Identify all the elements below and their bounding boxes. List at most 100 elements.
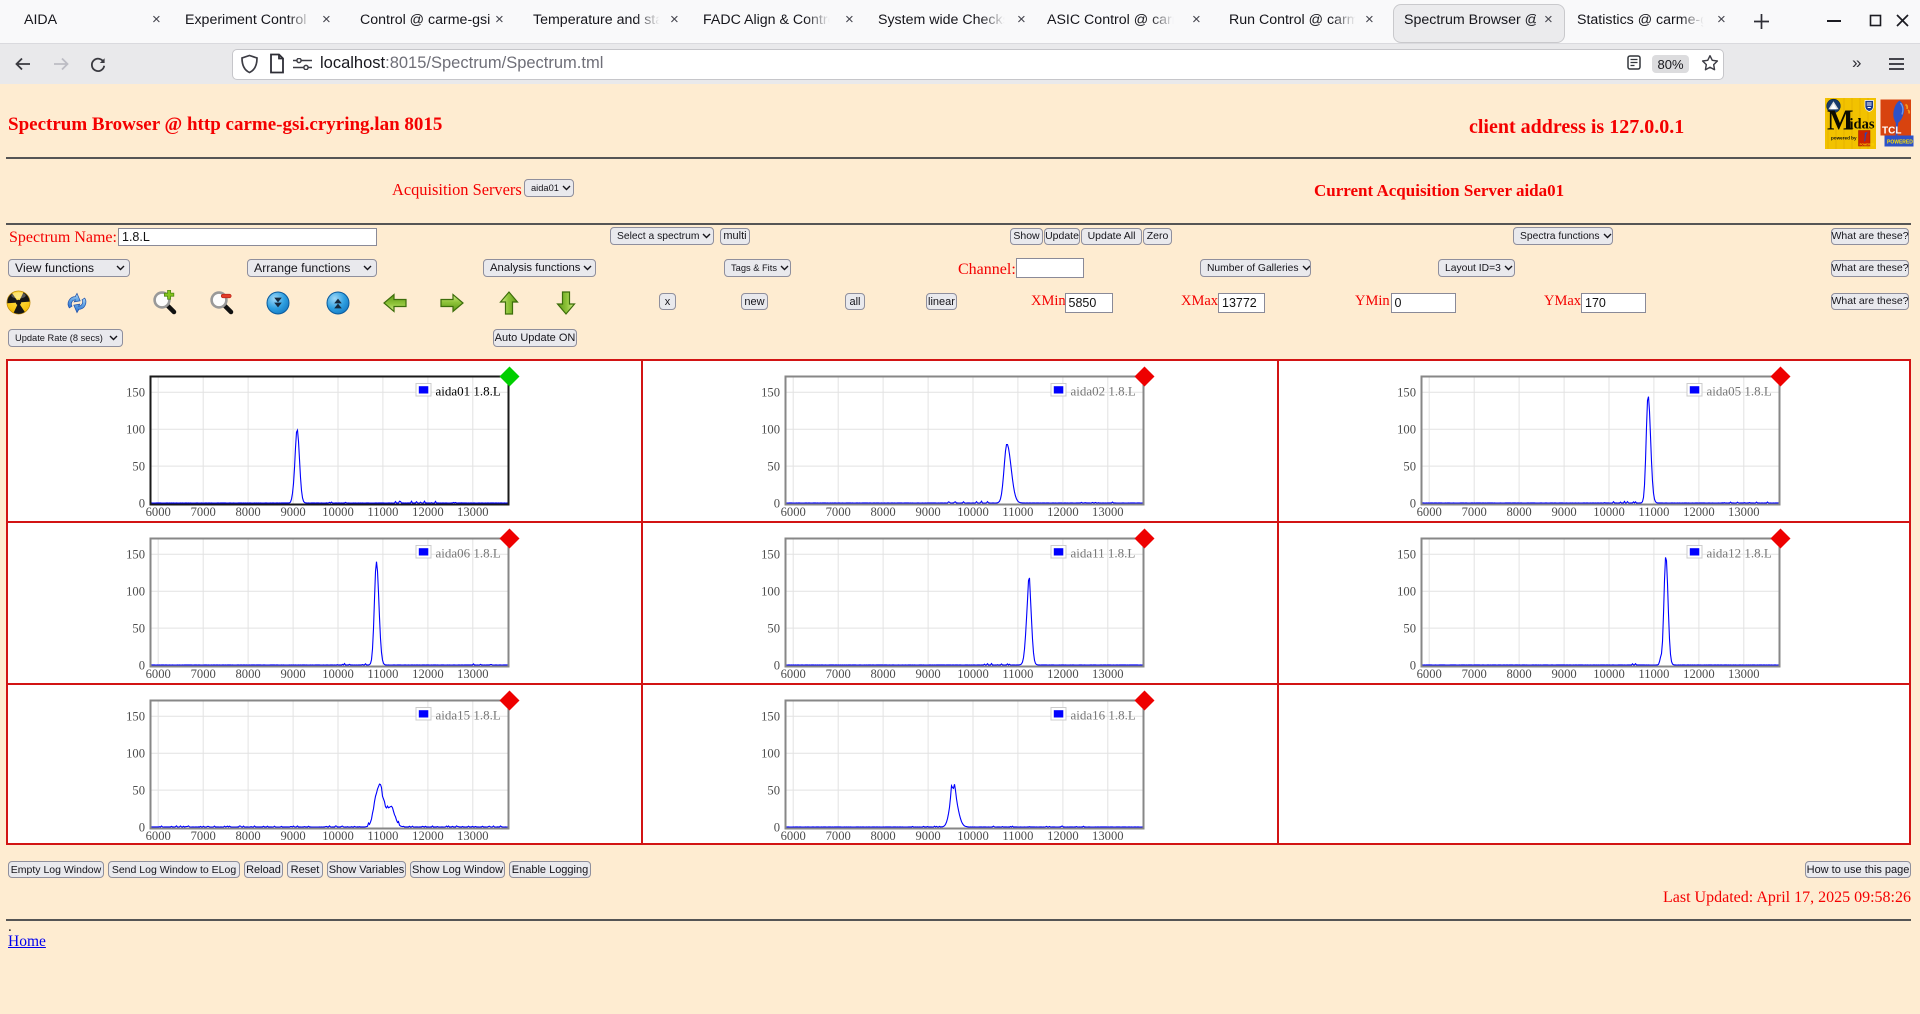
svg-text:8000: 8000 xyxy=(871,667,896,681)
svg-text:aida16 1.8.L: aida16 1.8.L xyxy=(1071,707,1136,722)
svg-text:9000: 9000 xyxy=(1552,505,1577,519)
svg-text:0: 0 xyxy=(139,496,145,510)
svg-text:50: 50 xyxy=(132,459,145,473)
svg-text:aida01 1.8.L: aida01 1.8.L xyxy=(436,383,501,398)
svg-text:9000: 9000 xyxy=(916,829,941,843)
svg-text:11000: 11000 xyxy=(1638,667,1669,681)
svg-text:9000: 9000 xyxy=(281,829,306,843)
svg-text:12000: 12000 xyxy=(412,667,443,681)
svg-text:8000: 8000 xyxy=(236,667,261,681)
svg-text:aida12 1.8.L: aida12 1.8.L xyxy=(1707,545,1772,560)
svg-text:8000: 8000 xyxy=(871,505,896,519)
svg-text:11000: 11000 xyxy=(1002,829,1033,843)
svg-text:9000: 9000 xyxy=(281,667,306,681)
svg-text:0: 0 xyxy=(774,658,780,672)
svg-text:0: 0 xyxy=(1410,658,1416,672)
svg-text:100: 100 xyxy=(761,423,780,437)
svg-text:13000: 13000 xyxy=(1092,829,1123,843)
svg-text:idas: idas xyxy=(1850,117,1875,133)
svg-text:0: 0 xyxy=(774,820,780,834)
svg-text:150: 150 xyxy=(126,710,145,724)
svg-text:0: 0 xyxy=(1410,496,1416,510)
svg-text:7000: 7000 xyxy=(826,829,851,843)
svg-text:6000: 6000 xyxy=(146,505,171,519)
svg-text:150: 150 xyxy=(1397,386,1416,400)
svg-text:12000: 12000 xyxy=(1047,667,1078,681)
svg-text:100: 100 xyxy=(126,747,145,761)
svg-text:150: 150 xyxy=(126,548,145,562)
svg-text:M: M xyxy=(1827,106,1853,137)
svg-text:150: 150 xyxy=(761,548,780,562)
svg-text:100: 100 xyxy=(126,423,145,437)
svg-text:100: 100 xyxy=(761,585,780,599)
svg-text:11000: 11000 xyxy=(367,667,398,681)
svg-text:50: 50 xyxy=(1403,459,1416,473)
svg-text:7000: 7000 xyxy=(191,505,216,519)
svg-text:100: 100 xyxy=(1397,423,1416,437)
svg-text:13000: 13000 xyxy=(457,829,488,843)
svg-text:6000: 6000 xyxy=(781,667,806,681)
svg-text:6000: 6000 xyxy=(146,667,171,681)
svg-text:50: 50 xyxy=(132,783,145,797)
svg-text:50: 50 xyxy=(767,783,780,797)
svg-text:6000: 6000 xyxy=(1417,505,1442,519)
svg-text:150: 150 xyxy=(126,386,145,400)
svg-text:100: 100 xyxy=(126,585,145,599)
svg-text:11000: 11000 xyxy=(367,829,398,843)
svg-text:aida06 1.8.L: aida06 1.8.L xyxy=(436,545,501,560)
svg-text:7000: 7000 xyxy=(191,829,216,843)
svg-text:aida05 1.8.L: aida05 1.8.L xyxy=(1707,383,1772,398)
svg-text:12000: 12000 xyxy=(1683,505,1714,519)
svg-text:8000: 8000 xyxy=(871,829,896,843)
svg-text:8000: 8000 xyxy=(1507,667,1532,681)
svg-text:6000: 6000 xyxy=(781,829,806,843)
svg-text:150: 150 xyxy=(761,386,780,400)
svg-text:10000: 10000 xyxy=(957,829,988,843)
svg-text:0: 0 xyxy=(139,658,145,672)
svg-text:7000: 7000 xyxy=(1462,505,1487,519)
svg-text:13000: 13000 xyxy=(1728,667,1759,681)
svg-text:8000: 8000 xyxy=(236,505,261,519)
svg-text:powered by: powered by xyxy=(1831,136,1857,141)
svg-text:12000: 12000 xyxy=(412,829,443,843)
svg-text:9000: 9000 xyxy=(281,505,306,519)
svg-text:12000: 12000 xyxy=(1683,667,1714,681)
svg-text:8000: 8000 xyxy=(1507,505,1532,519)
svg-text:8000: 8000 xyxy=(236,829,261,843)
svg-text:6000: 6000 xyxy=(781,505,806,519)
svg-text:aida11 1.8.L: aida11 1.8.L xyxy=(1071,545,1136,560)
svg-text:11000: 11000 xyxy=(1638,505,1669,519)
svg-text:50: 50 xyxy=(1403,621,1416,635)
svg-text:13000: 13000 xyxy=(1092,667,1123,681)
svg-text:50: 50 xyxy=(767,459,780,473)
svg-text:11000: 11000 xyxy=(367,505,398,519)
svg-text:11000: 11000 xyxy=(1002,667,1033,681)
svg-text:13000: 13000 xyxy=(457,667,488,681)
svg-text:7000: 7000 xyxy=(826,667,851,681)
svg-text:6000: 6000 xyxy=(146,829,171,843)
svg-text:11000: 11000 xyxy=(1002,505,1033,519)
svg-text:50: 50 xyxy=(132,621,145,635)
svg-text:10000: 10000 xyxy=(957,505,988,519)
svg-text:TCL: TCL xyxy=(1882,126,1901,137)
svg-text:12000: 12000 xyxy=(1047,505,1078,519)
svg-text:7000: 7000 xyxy=(826,505,851,519)
svg-text:10000: 10000 xyxy=(1593,667,1624,681)
svg-text:50: 50 xyxy=(767,621,780,635)
svg-text:0: 0 xyxy=(139,820,145,834)
svg-text:10000: 10000 xyxy=(322,505,353,519)
svg-text:9000: 9000 xyxy=(916,667,941,681)
svg-text:150: 150 xyxy=(761,710,780,724)
svg-text:13000: 13000 xyxy=(457,505,488,519)
svg-text:7000: 7000 xyxy=(1462,667,1487,681)
svg-text:10000: 10000 xyxy=(957,667,988,681)
svg-text:7000: 7000 xyxy=(191,667,216,681)
svg-text:9000: 9000 xyxy=(1552,667,1577,681)
svg-text:12000: 12000 xyxy=(412,505,443,519)
svg-text:10000: 10000 xyxy=(1593,505,1624,519)
svg-text:POWERED: POWERED xyxy=(1887,140,1913,146)
svg-text:aida02 1.8.L: aida02 1.8.L xyxy=(1071,383,1136,398)
svg-text:10000: 10000 xyxy=(322,829,353,843)
svg-text:10000: 10000 xyxy=(322,667,353,681)
svg-text:6000: 6000 xyxy=(1417,667,1442,681)
